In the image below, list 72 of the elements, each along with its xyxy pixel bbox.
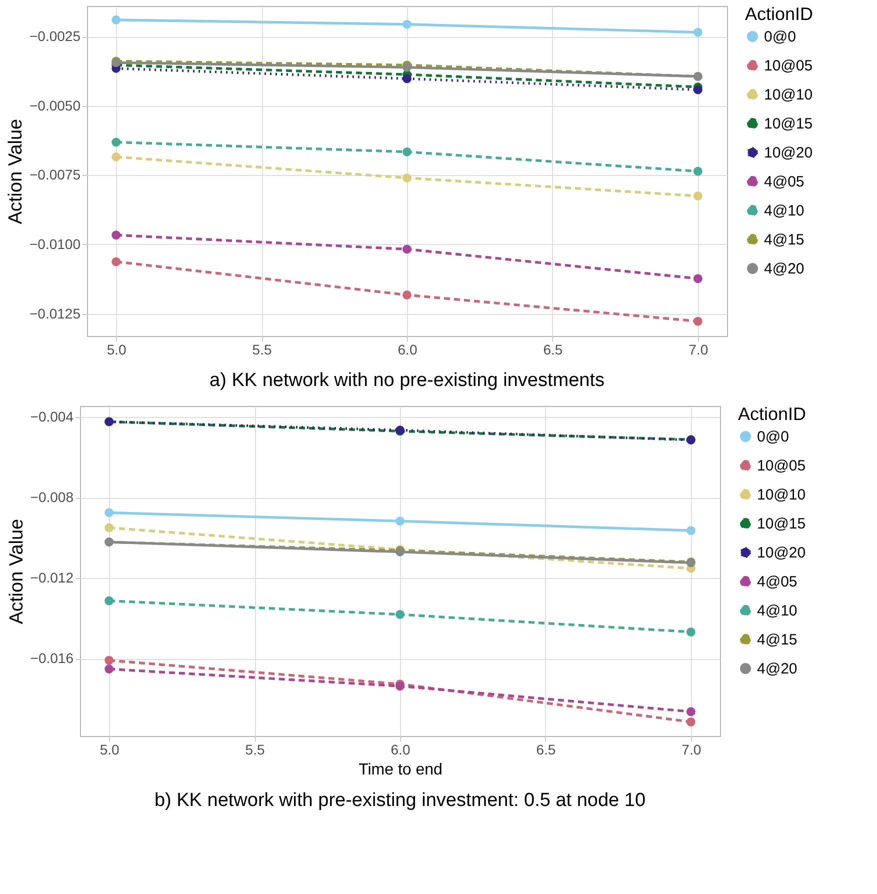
point [402,147,412,156]
point [693,28,702,37]
point [112,230,121,240]
point [686,707,696,716]
point [112,138,121,147]
point [104,596,114,606]
point [112,257,121,266]
legend-title: ActionID [745,4,814,24]
point [104,523,114,532]
point [693,166,702,176]
x-tick-label: 5.0 [100,742,120,758]
point [112,15,121,24]
point [104,656,114,665]
point [112,152,121,162]
legend-label: 4@15 [764,232,804,248]
y-tick-label: −0.016 [30,650,74,666]
y-tick-label: −0.0050 [30,97,81,114]
x-tick-label: 6.0 [390,742,410,758]
legend-label: 4@05 [764,174,804,190]
x-tick-label: 6.5 [536,742,556,758]
y-tick-label: −0.004 [30,408,74,425]
legend-label: 10@15 [757,516,806,532]
point [402,20,412,29]
x-tick-label: 5.0 [106,342,127,358]
y-tick-label: −0.0125 [30,305,81,322]
legend-label: 4@10 [764,202,804,220]
point [104,664,114,674]
legend-label: 4@20 [757,660,798,678]
legend-label: 10@20 [764,144,813,162]
legend-label: 10@05 [764,58,813,74]
point [693,85,702,94]
x-tick-label: 5.5 [245,742,265,758]
legend-label: 4@15 [757,632,798,648]
text: a) KK network with no pre-existing investments [210,370,604,391]
legend-label: 10@15 [764,116,813,132]
x-tick-label: 5.5 [252,342,272,358]
legend-label: 0@0 [757,428,789,446]
point [104,508,114,518]
point [686,526,696,536]
point [402,173,412,182]
x-tick-label: 6.0 [398,342,418,358]
legend-label: 0@0 [764,28,796,46]
point [396,610,404,619]
point [693,191,702,200]
x-tick-label: 6.5 [543,342,563,358]
legend-label: 4@10 [757,602,798,620]
x-axis-title: Time to end [358,762,442,778]
y-tick-label: −0.012 [30,570,74,586]
text: b) KK network with pre-existing investment: 0.5 at node 10 [154,790,646,811]
x-tick-label: 7.0 [682,742,702,758]
y-tick-label: −0.0100 [30,236,81,252]
point [396,516,404,526]
point [402,290,412,300]
point [686,628,696,636]
legend-label: 10@05 [757,458,806,474]
point [693,316,702,326]
x-tick-label: 7.0 [688,342,708,358]
point [693,274,702,284]
legend-label: 10@10 [764,86,813,104]
y-tick-label: −0.0025 [30,28,81,44]
legend-label: 10@20 [757,544,806,562]
point [686,717,696,726]
legend-label: 4@05 [757,574,798,590]
legend-title: ActionID [738,404,806,424]
y-tick-label: −0.008 [30,489,74,506]
y-tick-label: −0.0075 [30,166,81,183]
point [402,244,412,254]
point [402,74,412,84]
y-axis-title: Action Value [6,518,28,624]
y-axis-title: Action Value [6,118,27,224]
legend-label: 4@20 [764,260,804,278]
legend-label: 10@10 [757,486,806,504]
